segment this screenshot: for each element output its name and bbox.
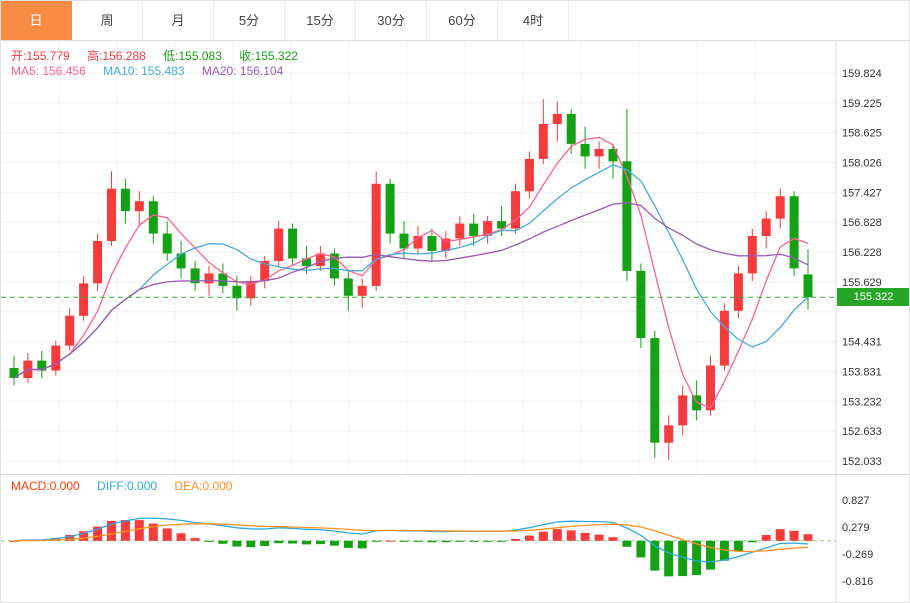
svg-text:0.279: 0.279 [842, 522, 870, 534]
svg-text:159.824: 159.824 [842, 68, 882, 80]
svg-text:158.625: 158.625 [842, 128, 882, 140]
svg-text:156.228: 156.228 [842, 247, 882, 259]
diff-value: DIFF:0.000 [97, 479, 158, 493]
ohlc-info: 开:155.779 高:156.288 低:155.083 收:155.322 [11, 47, 312, 64]
tab-30min[interactable]: 30分 [356, 1, 427, 40]
ma10-value: MA10: 155.483 [103, 64, 185, 78]
svg-text:159.225: 159.225 [842, 98, 882, 110]
svg-text:152.633: 152.633 [842, 426, 882, 438]
dea-value: DEA:0.000 [174, 479, 233, 493]
ma20-value: MA20: 156.104 [201, 64, 284, 78]
svg-text:154.431: 154.431 [842, 337, 882, 349]
svg-text:-0.816: -0.816 [842, 576, 873, 588]
svg-text:152.033: 152.033 [842, 456, 882, 468]
macd-panel-chart[interactable]: 0.827 0.279 -0.269 -0.816 [1, 474, 910, 603]
tab-day[interactable]: 日 [1, 1, 72, 40]
svg-text:155.629: 155.629 [842, 277, 882, 289]
current-price-badge: 155.322 [837, 288, 909, 306]
tab-4hour[interactable]: 4时 [498, 1, 569, 40]
tab-month[interactable]: 月 [143, 1, 214, 40]
ma5-value: MA5: 156.456 [11, 64, 86, 78]
open-value: 开:155.779 [11, 49, 70, 63]
ma-info: MA5: 156.456 MA10: 155.483 MA20: 156.104 [11, 64, 297, 78]
low-value: 低:155.083 [163, 49, 222, 63]
svg-text:158.026: 158.026 [842, 158, 882, 170]
tab-15min[interactable]: 15分 [285, 1, 356, 40]
svg-text:0.827: 0.827 [842, 495, 870, 507]
close-value: 收:155.322 [239, 49, 298, 63]
tab-week[interactable]: 周 [72, 1, 143, 40]
macd-info: MACD:0.000 DIFF:0.000 DEA:0.000 [11, 479, 246, 493]
candlestick-chart[interactable]: 159.824 159.225 158.625 158.026 157.427 156.8… [1, 41, 910, 474]
svg-text:156.828: 156.828 [842, 217, 882, 229]
svg-text:153.232: 153.232 [842, 396, 882, 408]
svg-text:153.831: 153.831 [842, 367, 882, 379]
period-toolbar: 日 周 月 5分 15分 30分 60分 4时 [1, 1, 909, 41]
macd-value: MACD:0.000 [11, 479, 80, 493]
svg-text:157.427: 157.427 [842, 187, 882, 199]
high-value: 高:156.288 [87, 49, 146, 63]
svg-text:-0.269: -0.269 [842, 549, 873, 561]
tab-5min[interactable]: 5分 [214, 1, 285, 40]
tab-60min[interactable]: 60分 [427, 1, 498, 40]
